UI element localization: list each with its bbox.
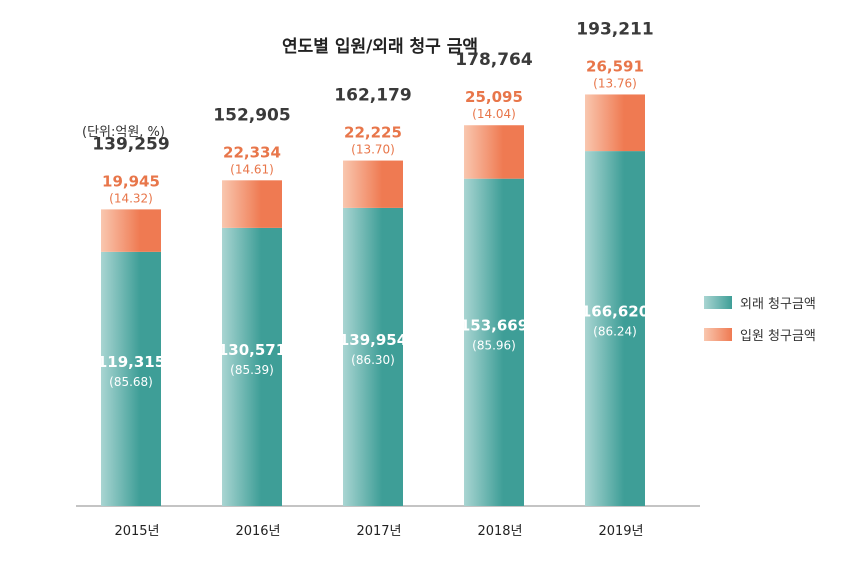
data-label-inpatient: 26,591 — [586, 57, 644, 75]
pct-label-outpatient: (86.30) — [351, 353, 395, 367]
bar-outpatient — [464, 178, 524, 506]
pct-label-outpatient: (85.39) — [230, 363, 274, 377]
x-tick-label: 2019년 — [598, 524, 643, 539]
pct-label-inpatient: (14.04) — [472, 107, 516, 121]
pct-label-outpatient: (86.24) — [593, 325, 637, 339]
x-tick-label: 2018년 — [477, 524, 522, 539]
legend-item-outpatient: 외래 청구금액 — [704, 292, 816, 312]
data-label-inpatient: 22,334 — [223, 143, 281, 161]
x-tick-label: 2017년 — [356, 524, 401, 539]
total-label: 162,179 — [334, 86, 411, 106]
bar-outpatient — [101, 251, 161, 506]
data-label-inpatient: 25,095 — [465, 88, 523, 106]
legend-label-inpatient: 입원 청구금액 — [740, 328, 816, 344]
pct-label-inpatient: (14.61) — [230, 162, 274, 176]
data-label-inpatient: 19,945 — [102, 172, 160, 190]
data-label-inpatient: 22,225 — [344, 124, 402, 142]
x-tick-label: 2015년 — [114, 524, 159, 539]
legend-item-inpatient: 입원 청구금액 — [704, 324, 816, 344]
pct-label-inpatient: (13.70) — [351, 143, 395, 157]
bar-inpatient — [343, 160, 403, 208]
bar-inpatient — [101, 209, 161, 252]
legend-swatch-outpatient — [704, 295, 732, 309]
bar-inpatient — [222, 180, 282, 228]
data-label-outpatient: 153,669 — [460, 316, 528, 334]
data-label-outpatient: 166,620 — [581, 303, 649, 321]
data-label-outpatient: 130,571 — [218, 341, 286, 359]
data-label-outpatient: 139,954 — [339, 331, 407, 349]
total-label: 152,905 — [213, 105, 290, 125]
pct-label-inpatient: (14.32) — [109, 191, 153, 205]
bar-outpatient — [585, 151, 645, 506]
total-label: 178,764 — [455, 50, 533, 70]
total-label: 139,259 — [92, 134, 169, 154]
legend-swatch-inpatient — [704, 327, 732, 341]
legend: 외래 청구금액 입원 청구금액 — [704, 292, 816, 356]
pct-label-inpatient: (13.76) — [593, 76, 637, 90]
total-label: 193,211 — [576, 19, 653, 39]
pct-label-outpatient: (85.96) — [472, 338, 516, 352]
bar-inpatient — [585, 94, 645, 152]
legend-label-outpatient: 외래 청구금액 — [740, 296, 816, 312]
x-tick-label: 2016년 — [235, 524, 280, 539]
bar-outpatient — [343, 207, 403, 506]
unit-note: (단위:억원, %) — [82, 125, 165, 140]
chart-title: 연도별 입원/외래 청구 금액 — [281, 37, 478, 57]
pct-label-outpatient: (85.68) — [109, 375, 153, 389]
data-label-outpatient: 119,315 — [97, 353, 165, 371]
bar-outpatient — [222, 227, 282, 506]
bar-inpatient — [464, 125, 524, 179]
